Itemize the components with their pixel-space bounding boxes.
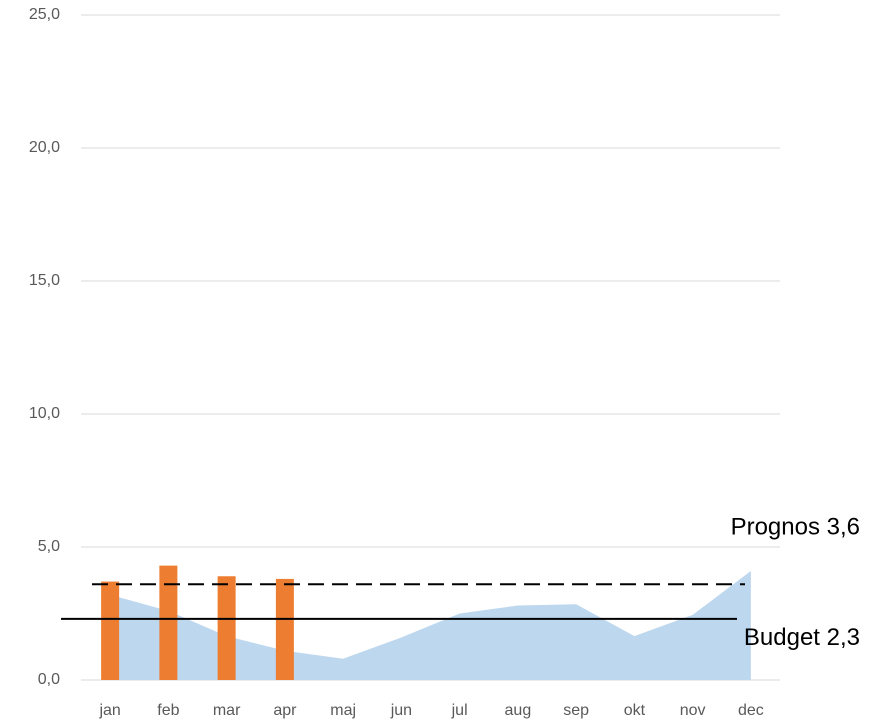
y-tick-label: 10,0 [29, 405, 60, 422]
y-tick-label: 0,0 [38, 671, 60, 688]
x-tick-label: nov [680, 702, 706, 719]
x-tick-label: feb [157, 702, 179, 719]
bar [159, 565, 178, 680]
x-tick-label: okt [624, 702, 646, 719]
x-tick-label: jun [390, 702, 412, 719]
x-tick-label: jan [98, 702, 120, 719]
y-tick-label: 20,0 [29, 139, 60, 156]
x-tick-label: jul [451, 702, 468, 719]
y-tick-label: 5,0 [38, 538, 60, 555]
x-tick-label: sep [563, 702, 589, 719]
bar [101, 581, 120, 680]
x-tick-label: maj [330, 702, 356, 719]
bar [275, 578, 294, 680]
x-tick-label: aug [505, 702, 532, 719]
reference-label: Prognos 3,6 [731, 514, 860, 541]
y-tick-label: 25,0 [29, 6, 60, 23]
x-tick-label: dec [738, 702, 764, 719]
x-tick-label: mar [213, 702, 241, 719]
bar [217, 576, 236, 680]
area [110, 570, 751, 680]
x-tick-label: apr [273, 702, 297, 719]
y-tick-label: 15,0 [29, 272, 60, 289]
reference-label: Budget 2,3 [744, 624, 860, 651]
